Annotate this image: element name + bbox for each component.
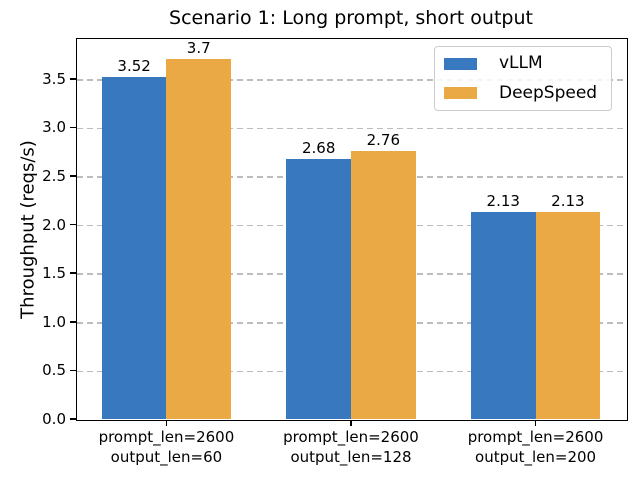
x-tick-label: prompt_len=2600 output_len=128 xyxy=(251,427,451,467)
legend-swatch xyxy=(444,87,477,100)
legend-label: vLLM xyxy=(499,53,543,74)
bar-vllm-2 xyxy=(470,211,536,419)
chart-title: Scenario 1: Long prompt, short output xyxy=(169,7,533,29)
y-tick-mark xyxy=(70,418,76,420)
bar-value-label: 2.13 xyxy=(551,191,585,210)
y-tick-label: 0.5 xyxy=(42,361,66,380)
y-tick-label: 3.5 xyxy=(42,69,66,88)
x-tick-label: prompt_len=2600 output_len=60 xyxy=(66,427,266,467)
gridline xyxy=(77,79,627,81)
x-tick-label: prompt_len=2600 output_len=200 xyxy=(436,427,636,467)
bar-vllm-0 xyxy=(101,76,167,419)
bar-vllm-1 xyxy=(286,158,351,419)
y-tick-label: 3.0 xyxy=(42,118,66,137)
x-tick-label-line: output_len=128 xyxy=(290,448,412,466)
bar-deepspeed-2 xyxy=(535,211,601,419)
legend-item-vllm: vLLM xyxy=(435,55,611,72)
bar-value-label: 2.76 xyxy=(366,130,400,149)
bar-value-label: 3.7 xyxy=(186,39,211,58)
x-tick-mark xyxy=(165,420,168,426)
y-tick-label: 2.0 xyxy=(42,215,66,234)
x-tick-mark xyxy=(350,420,352,426)
y-tick-mark xyxy=(70,223,76,226)
legend-item-deepspeed: DeepSpeed xyxy=(435,82,611,103)
gridline xyxy=(77,127,627,130)
x-tick-mark xyxy=(534,420,537,426)
y-tick-mark xyxy=(70,321,76,323)
x-tick-label-line: prompt_len=2600 xyxy=(98,428,235,446)
bar-value-label: 3.52 xyxy=(117,56,151,75)
y-tick-label: 1.0 xyxy=(42,312,66,331)
legend-swatch xyxy=(444,57,477,70)
legend-label: DeepSpeed xyxy=(499,82,598,103)
bar-deepspeed-0 xyxy=(166,59,232,419)
y-tick-mark xyxy=(70,126,76,129)
y-tick-mark xyxy=(70,175,76,177)
x-tick-label-line: prompt_len=2600 xyxy=(283,428,419,446)
y-tick-label: 1.5 xyxy=(42,264,66,283)
y-tick-mark xyxy=(70,272,76,274)
y-tick-mark xyxy=(70,78,76,80)
y-tick-mark xyxy=(70,369,76,372)
x-tick-label-line: prompt_len=2600 xyxy=(467,428,604,446)
x-tick-label-line: output_len=60 xyxy=(110,448,223,466)
x-tick-label-line: output_len=200 xyxy=(475,448,597,466)
legend: vLLM DeepSpeed xyxy=(434,46,612,111)
bar-deepspeed-1 xyxy=(351,150,416,419)
y-tick-label: 2.5 xyxy=(42,167,66,185)
bar-value-label: 2.68 xyxy=(301,138,336,157)
y-tick-label: 0.0 xyxy=(42,410,66,428)
bar-value-label: 2.13 xyxy=(486,191,520,210)
